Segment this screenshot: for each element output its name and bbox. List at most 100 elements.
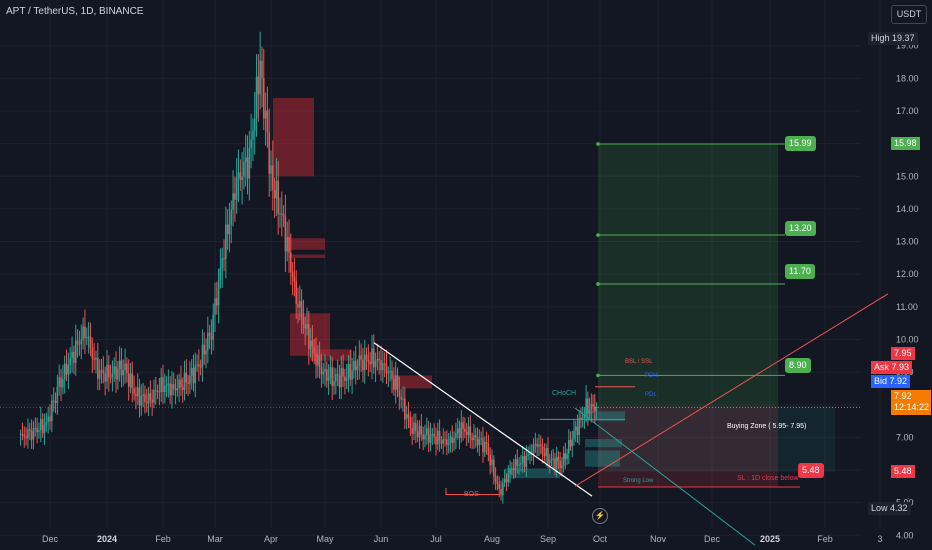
- candle-body: [345, 378, 348, 381]
- candle-body: [566, 453, 568, 460]
- candle-body: [235, 177, 238, 200]
- candle-body: [389, 371, 391, 373]
- profit-zone: [598, 143, 778, 407]
- candle-body: [98, 370, 101, 379]
- y-tick-label: 15.00: [896, 171, 919, 181]
- candle-body: [520, 462, 522, 465]
- target-dot-1: [596, 142, 600, 146]
- candle-body: [80, 339, 83, 345]
- x-tick-label: Oct: [593, 534, 608, 544]
- candle-body: [205, 350, 207, 355]
- candle-body: [129, 373, 132, 387]
- candle-body: [416, 431, 419, 438]
- candle-body: [456, 428, 459, 434]
- candle-body: [131, 373, 134, 389]
- candle-body: [500, 488, 502, 496]
- candle-body: [124, 363, 126, 370]
- candle-body: [442, 439, 445, 444]
- candle-body: [290, 252, 292, 273]
- x-tick-label: Jul: [430, 534, 442, 544]
- bsl-label: BSL / SSL: [625, 359, 653, 365]
- candle-body: [282, 214, 285, 217]
- candle-body: [183, 372, 186, 391]
- candle-body: [151, 399, 153, 403]
- symbol-title[interactable]: APT / TetherUS, 1D, BINANCE: [6, 6, 144, 17]
- y-tick-label: 4.00: [896, 530, 914, 540]
- candle-body: [578, 417, 580, 436]
- candle-body: [493, 459, 495, 477]
- candle-body: [491, 459, 493, 466]
- candle-body: [569, 440, 572, 447]
- candle-body: [87, 336, 90, 338]
- x-tick-label: 2024: [97, 534, 117, 544]
- candle-body: [550, 458, 553, 462]
- lightning-icon[interactable]: ⚡: [592, 508, 608, 524]
- y-tick-label: 7.00: [896, 432, 914, 442]
- candle-body: [483, 442, 486, 453]
- candle-body: [557, 457, 560, 462]
- candle-body: [354, 360, 357, 371]
- order-block: [393, 375, 432, 389]
- candle-body: [494, 476, 497, 482]
- candle-body: [552, 458, 554, 460]
- x-axis: Dec 2024 Feb Mar Apr May Jun Jul Aug Sep Oct Nov Dec…: [42, 534, 883, 544]
- candle-body: [331, 367, 334, 387]
- candle-body: [122, 369, 125, 376]
- candle-body: [444, 439, 446, 441]
- candle-body: [264, 110, 267, 119]
- candle-body: [111, 373, 114, 378]
- strong-low-label: Strong Low: [623, 478, 654, 484]
- candle-body: [38, 430, 40, 433]
- candle-body: [333, 381, 335, 387]
- candle-body: [145, 401, 148, 404]
- candle-body: [340, 368, 343, 388]
- candle-body: [561, 465, 563, 468]
- candle-body: [89, 336, 92, 348]
- candle-body: [214, 298, 216, 315]
- candle-body: [273, 189, 276, 199]
- candle-body: [391, 371, 393, 379]
- candle-body: [581, 417, 584, 419]
- candle-body: [405, 414, 408, 420]
- candle-body: [45, 422, 48, 426]
- x-tick-label: Jun: [374, 534, 389, 544]
- candle-body: [230, 209, 233, 225]
- candle-body: [219, 268, 222, 280]
- candle-body: [335, 374, 337, 382]
- candle-body: [82, 326, 84, 340]
- candle-body: [329, 367, 332, 378]
- candle-body: [291, 272, 294, 278]
- candle-body: [120, 360, 123, 376]
- y-tick-label: 17.00: [896, 106, 919, 116]
- order-block: [289, 254, 325, 258]
- candle-body: [262, 78, 265, 119]
- currency-button[interactable]: USDT: [891, 5, 927, 24]
- candle-body: [277, 180, 279, 214]
- trend-line-descending: [373, 342, 593, 497]
- order-block: [273, 97, 314, 177]
- candle-body: [52, 400, 55, 402]
- candle-body: [431, 434, 434, 436]
- candle-body: [514, 459, 517, 471]
- candle-body: [266, 110, 269, 133]
- target-dot-3: [596, 282, 600, 286]
- candle-body: [534, 443, 537, 445]
- candle-body: [25, 436, 27, 439]
- y-tick-label: 18.00: [896, 73, 919, 83]
- candle-body: [322, 371, 324, 375]
- last-price-tag: 7.92 12:14:22: [891, 390, 931, 415]
- candle-body: [47, 416, 49, 423]
- candle-body: [109, 377, 112, 379]
- candle-body: [268, 132, 270, 174]
- candle-body: [588, 409, 591, 414]
- x-tick-label: Dec: [704, 534, 721, 544]
- candle-body: [489, 454, 491, 466]
- candle-body: [275, 180, 278, 199]
- candle-body: [49, 416, 51, 422]
- candle-body: [142, 394, 144, 397]
- candle-body: [573, 430, 575, 440]
- candle-body: [281, 213, 283, 215]
- target-label-4: 8.90: [785, 358, 811, 373]
- candle-body: [133, 388, 135, 394]
